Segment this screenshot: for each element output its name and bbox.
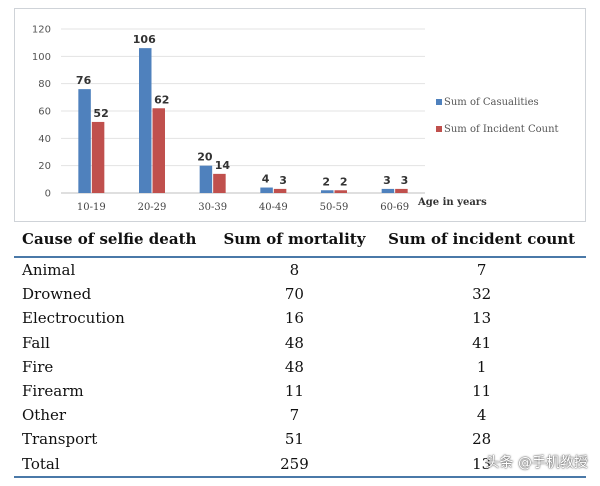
bar-casualities <box>260 187 273 193</box>
table-row: Fire 48 1 <box>14 355 586 379</box>
header-mortality: Sum of mortality <box>211 226 376 258</box>
cell-incident-count: 11 <box>472 382 492 401</box>
cell-mortality: 8 <box>289 261 300 280</box>
cell-incident-count: 32 <box>472 285 492 304</box>
table-row: Animal 8 7 <box>14 257 586 282</box>
data-label: 2 <box>340 175 348 188</box>
cell-mortality: 48 <box>284 333 304 352</box>
table-row: Drowned 70 32 <box>14 282 586 306</box>
cell-total-label: Total <box>14 451 212 478</box>
legend-swatch <box>436 126 442 132</box>
table-row: Firearm 11 11 <box>14 379 586 403</box>
legend-swatch <box>436 99 442 105</box>
x-tick-label: 30-39 <box>198 202 227 213</box>
bar-incident-count <box>91 121 105 193</box>
bar-incident-count <box>213 173 226 193</box>
table-header-row: Cause of selfie death Sum of mortality S… <box>14 226 586 258</box>
cell-cause: Firearm <box>22 382 84 401</box>
x-tick-label: 50-59 <box>320 202 349 213</box>
cell-incident-count: 28 <box>472 430 492 449</box>
cell-incident-count: 41 <box>472 333 492 352</box>
chart-frame: 0 20 40 60 80 100 120 76 52 10-19 106 62 20-29 20 14 30… <box>14 8 586 222</box>
cell-mortality: 11 <box>284 382 304 401</box>
table-row: Fall 48 41 <box>14 331 586 355</box>
bar-chart: 020406080100120765210-191066220-29201430… <box>32 25 559 214</box>
bar-incident-count <box>334 190 347 193</box>
cell-mortality: 70 <box>284 285 304 304</box>
data-label: 2 <box>322 175 330 188</box>
legend-label: Sum of Incident Count <box>444 124 559 135</box>
bar-incident-count <box>395 188 408 193</box>
y-tick-label: 0 <box>45 189 51 200</box>
cell-cause: Transport <box>22 430 98 449</box>
x-tick-label: 40-49 <box>259 202 288 213</box>
y-tick-label: 20 <box>38 161 51 172</box>
cell-cause: Drowned <box>22 285 92 304</box>
data-label: 106 <box>133 33 156 46</box>
cell-total-incident-count: 13 <box>375 451 586 478</box>
data-label: 52 <box>93 107 108 120</box>
cell-mortality: 51 <box>284 430 304 449</box>
table-row: Electrocution 16 13 <box>14 306 586 330</box>
x-tick-label: 20-29 <box>138 202 167 213</box>
bar-casualities <box>139 48 152 194</box>
watermark: 头条 @手机教授 <box>485 455 588 471</box>
data-label: 76 <box>76 74 92 87</box>
selfie-death-table-container: Cause of selfie death Sum of mortality S… <box>14 226 586 478</box>
y-tick-label: 80 <box>38 79 51 90</box>
data-label: 14 <box>215 159 231 172</box>
cell-mortality: 16 <box>284 309 304 328</box>
bar-casualities <box>199 165 213 193</box>
cell-cause: Animal <box>22 261 76 280</box>
cell-mortality: 7 <box>289 406 300 425</box>
y-tick-label: 40 <box>38 134 51 145</box>
table-row: Other 7 4 <box>14 403 586 427</box>
y-tick-label: 100 <box>32 52 51 63</box>
x-axis-label: Age in years <box>417 197 487 208</box>
cell-total-mortality: 259 <box>211 451 376 478</box>
data-label: 4 <box>262 173 270 186</box>
cell-cause: Fall <box>22 333 50 352</box>
legend-label: Sum of Casualities <box>444 97 539 108</box>
data-label: 3 <box>279 174 287 187</box>
bar-incident-count <box>273 188 287 193</box>
bar-casualities <box>381 188 395 193</box>
cell-incident-count: 1 <box>476 357 487 376</box>
cell-cause: Fire <box>22 357 54 376</box>
cell-incident-count: 7 <box>476 261 487 280</box>
y-tick-label: 60 <box>38 107 51 118</box>
data-label: 3 <box>383 174 391 187</box>
data-label: 62 <box>154 93 169 106</box>
cell-incident-count: 13 <box>472 309 492 328</box>
cell-mortality: 48 <box>284 357 304 376</box>
cell-incident-count: 4 <box>476 406 487 425</box>
data-label: 20 <box>197 151 213 164</box>
y-tick-label: 120 <box>32 25 51 36</box>
bar-incident-count <box>152 108 165 193</box>
x-tick-label: 10-19 <box>77 202 106 213</box>
table-row: Transport 51 28 <box>14 427 586 451</box>
x-tick-label: 60-69 <box>380 202 409 213</box>
bar-casualities <box>78 89 91 193</box>
header-incident-count: Sum of incident count <box>375 226 586 258</box>
selfie-death-table: Cause of selfie death Sum of mortality S… <box>14 226 586 478</box>
cell-cause: Electrocution <box>22 309 125 328</box>
table-total-row: Total 259 13 <box>14 451 586 478</box>
data-label: 3 <box>401 174 409 187</box>
cell-cause: Other <box>22 406 67 425</box>
header-cause: Cause of selfie death <box>14 226 212 258</box>
bar-casualities <box>321 190 334 193</box>
